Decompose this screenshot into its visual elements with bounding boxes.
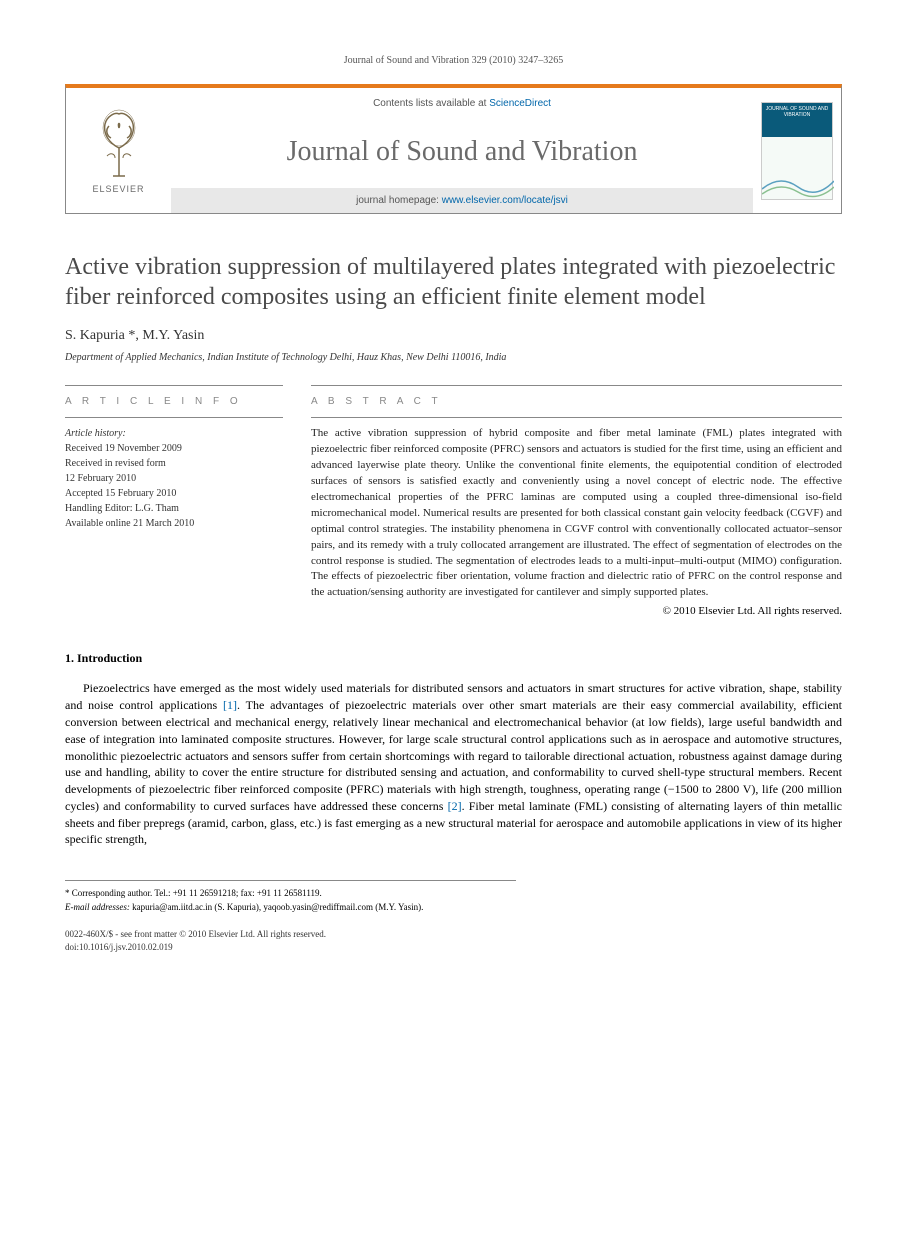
journal-header: ELSEVIER Contents lists available at Sci… [65,84,842,214]
received-date: Received 19 November 2009 [65,441,283,456]
introduction-paragraph: Piezoelectrics have emerged as the most … [65,680,842,848]
contents-prefix: Contents lists available at [373,98,489,109]
article-info-column: A R T I C L E I N F O Article history: R… [65,385,283,617]
cover-body [762,137,832,199]
intro-text-b: . The advantages of piezoelectric materi… [65,698,842,813]
abstract-head: A B S T R A C T [311,385,842,407]
homepage-bar: journal homepage: www.elsevier.com/locat… [171,188,753,213]
article-history: Article history: Received 19 November 20… [65,417,283,531]
issn-line: 0022-460X/$ - see front matter © 2010 El… [65,928,842,941]
affiliation: Department of Applied Mechanics, Indian … [65,352,842,363]
cover-title: JOURNAL OF SOUND AND VIBRATION [762,103,832,137]
wave-icon [762,169,834,199]
elsevier-logo: ELSEVIER [79,101,159,201]
journal-name: Journal of Sound and Vibration [171,136,753,168]
cover-thumbnail-cell: JOURNAL OF SOUND AND VIBRATION [753,88,841,213]
revised-label: Received in revised form [65,456,283,471]
article-info-head: A R T I C L E I N F O [65,385,283,407]
tree-icon [88,108,150,180]
corresponding-author: * Corresponding author. Tel.: +91 11 265… [65,887,516,901]
header-center: Contents lists available at ScienceDirec… [171,88,753,213]
homepage-link[interactable]: www.elsevier.com/locate/jsvi [442,195,568,206]
abstract-column: A B S T R A C T The active vibration sup… [311,385,842,617]
publisher-logo-cell: ELSEVIER [66,88,171,213]
running-head: Journal of Sound and Vibration 329 (2010… [65,55,842,66]
footnotes: * Corresponding author. Tel.: +91 11 265… [65,880,516,914]
history-label: Article history: [65,426,283,441]
publisher-name: ELSEVIER [92,184,144,194]
abstract-copyright: © 2010 Elsevier Ltd. All rights reserved… [311,605,842,617]
journal-cover-thumbnail: JOURNAL OF SOUND AND VIBRATION [761,102,833,200]
doi-line: doi:10.1016/j.jsv.2010.02.019 [65,941,842,954]
ref-1-link[interactable]: [1] [223,698,237,712]
email-addresses: kapuria@am.iitd.ac.in (S. Kapuria), yaqo… [130,902,423,912]
handling-editor: Handling Editor: L.G. Tham [65,501,283,516]
email-label: E-mail addresses: [65,902,130,912]
introduction-head: 1. Introduction [65,651,842,666]
email-line: E-mail addresses: kapuria@am.iitd.ac.in … [65,901,516,915]
info-abstract-row: A R T I C L E I N F O Article history: R… [65,385,842,617]
revised-date: 12 February 2010 [65,471,283,486]
ref-2-link[interactable]: [2] [448,799,462,813]
homepage-prefix: journal homepage: [356,195,442,206]
bottom-metadata: 0022-460X/$ - see front matter © 2010 El… [65,928,842,953]
online-date: Available online 21 March 2010 [65,516,283,531]
authors: S. Kapuria *, M.Y. Yasin [65,328,842,344]
sciencedirect-link[interactable]: ScienceDirect [489,98,551,109]
contents-available-line: Contents lists available at ScienceDirec… [171,98,753,109]
abstract-text: The active vibration suppression of hybr… [311,417,842,601]
accepted-date: Accepted 15 February 2010 [65,486,283,501]
article-title: Active vibration suppression of multilay… [65,252,842,312]
